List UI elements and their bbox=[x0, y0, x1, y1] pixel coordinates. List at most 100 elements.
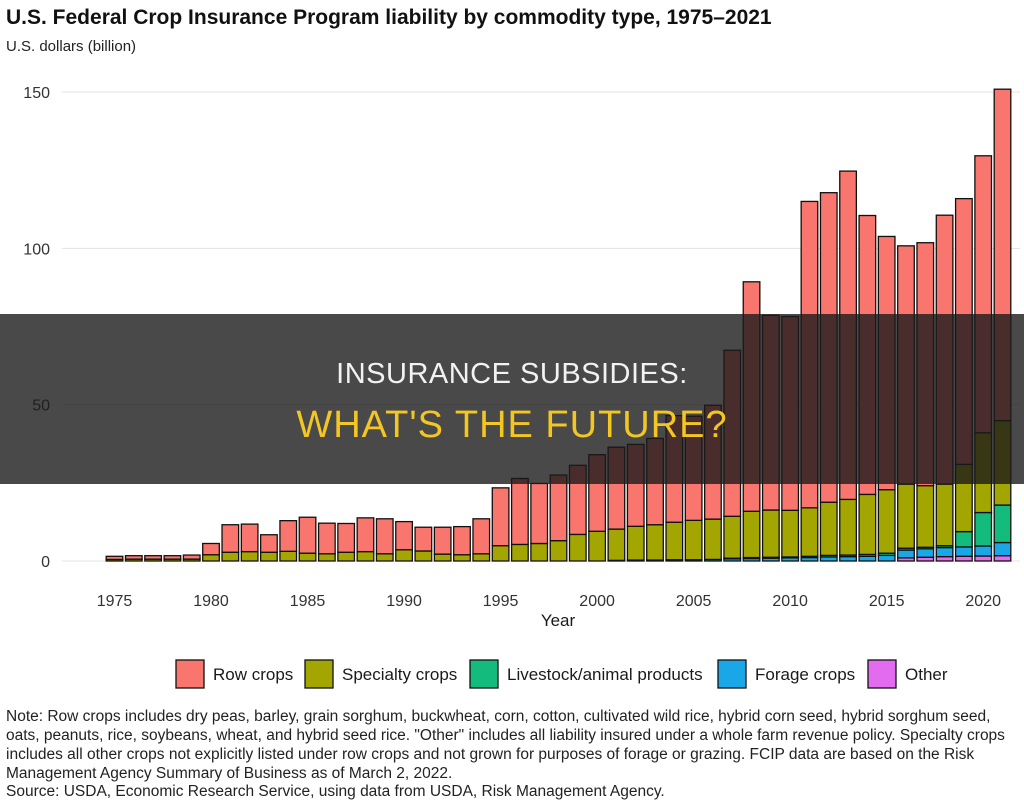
chart-note: Note: Row crops includes dry peas, barle… bbox=[6, 708, 1005, 782]
bar-specialty-crops-2006 bbox=[703, 518, 722, 561]
bar-specialty-crops-1996 bbox=[510, 543, 529, 562]
bar-specialty-crops-2012 bbox=[819, 501, 838, 557]
legend-label-specialty-crops: Specialty crops bbox=[342, 665, 457, 684]
bar-livestock-animal-products-2019 bbox=[954, 530, 973, 548]
bar-other-2021 bbox=[993, 555, 1012, 562]
x-tick-label-2020: 2020 bbox=[965, 593, 1001, 610]
bar-row-crops-1979 bbox=[182, 554, 201, 560]
x-tick-label-1980: 1980 bbox=[193, 593, 229, 610]
bar-row-crops-1980 bbox=[202, 542, 220, 556]
bar-specialty-crops-1984 bbox=[279, 550, 298, 562]
bar-row-crops-1981 bbox=[221, 524, 240, 553]
bar-row-crops-1988 bbox=[356, 517, 375, 553]
bar-forage-crops-2020 bbox=[974, 545, 993, 557]
legend-swatch-specialty-crops bbox=[304, 659, 334, 689]
bar-row-crops-1996 bbox=[510, 477, 529, 546]
bar-row-crops-1997 bbox=[530, 482, 549, 545]
bar-row-crops-1995 bbox=[491, 487, 510, 547]
overlay-subtitle: WHAT'S THE FUTURE? bbox=[296, 404, 728, 446]
x-tick-label-1990: 1990 bbox=[386, 593, 422, 610]
legend-label-other: Other bbox=[905, 665, 948, 684]
bar-specialty-crops-1986 bbox=[317, 553, 336, 562]
bar-specialty-crops-2009 bbox=[761, 509, 780, 558]
bar-specialty-crops-2005 bbox=[684, 519, 703, 561]
x-tick-label-2015: 2015 bbox=[869, 593, 905, 610]
bar-forage-crops-2018 bbox=[935, 546, 954, 558]
x-tick-label-2000: 2000 bbox=[579, 593, 615, 610]
x-tick-label-2005: 2005 bbox=[676, 593, 712, 610]
bar-specialty-crops-2011 bbox=[800, 507, 819, 557]
bar-forage-crops-2013 bbox=[839, 555, 858, 562]
bar-row-crops-1993 bbox=[453, 525, 471, 556]
bar-specialty-crops-1985 bbox=[298, 552, 317, 562]
bar-specialty-crops-2001 bbox=[607, 528, 626, 562]
bar-row-crops-1976 bbox=[124, 555, 143, 560]
title-overlay-band bbox=[0, 314, 1024, 484]
bar-forage-crops-2019 bbox=[954, 546, 973, 557]
bar-forage-crops-2016 bbox=[897, 549, 915, 559]
bar-forage-crops-2021 bbox=[993, 541, 1012, 557]
x-tick-label-1995: 1995 bbox=[483, 593, 519, 610]
bar-specialty-crops-2013 bbox=[839, 498, 858, 556]
chart-title: U.S. Federal Crop Insurance Program liab… bbox=[6, 6, 772, 29]
x-axis-title: Year bbox=[541, 611, 576, 630]
bar-specialty-crops-1980 bbox=[202, 554, 220, 562]
bar-specialty-crops-2018 bbox=[935, 483, 954, 547]
y-tick-label-150: 150 bbox=[23, 85, 50, 102]
bar-forage-crops-2014 bbox=[858, 555, 877, 562]
y-tick-label-0: 0 bbox=[41, 554, 50, 571]
bar-specialty-crops-1990 bbox=[395, 549, 414, 562]
bar-specialty-crops-1981 bbox=[221, 551, 240, 562]
overlay-title: INSURANCE SUBSIDIES: bbox=[336, 358, 688, 390]
bar-specialty-crops-2002 bbox=[626, 525, 645, 561]
bar-specialty-crops-2007 bbox=[723, 515, 742, 559]
bar-specialty-crops-1995 bbox=[491, 545, 510, 562]
bar-specialty-crops-2014 bbox=[858, 493, 877, 556]
y-tick-label-100: 100 bbox=[23, 241, 50, 258]
bar-other-2019 bbox=[954, 555, 973, 562]
bar-specialty-crops-2017 bbox=[916, 484, 935, 548]
bar-livestock-animal-products-2021 bbox=[993, 504, 1012, 544]
legend-label-row-crops: Row crops bbox=[213, 665, 293, 684]
bar-specialty-crops-1988 bbox=[356, 550, 375, 562]
bar-row-crops-1984 bbox=[279, 520, 298, 552]
bar-specialty-crops-1993 bbox=[453, 554, 471, 562]
bar-row-crops-1985 bbox=[298, 516, 317, 554]
bar-row-crops-1978 bbox=[163, 555, 182, 560]
x-tick-label-1975: 1975 bbox=[97, 593, 133, 610]
bar-forage-crops-2015 bbox=[877, 554, 896, 562]
bar-other-2020 bbox=[974, 555, 993, 562]
bar-specialty-crops-2015 bbox=[877, 489, 896, 554]
bar-specialty-crops-1983 bbox=[259, 551, 278, 562]
chart-source: Source: USDA, Economic Research Service,… bbox=[6, 783, 665, 800]
bar-specialty-crops-1989 bbox=[375, 553, 394, 562]
bar-row-crops-1977 bbox=[144, 555, 163, 560]
bar-specialty-crops-1999 bbox=[568, 533, 587, 562]
bar-specialty-crops-2016 bbox=[897, 483, 915, 549]
bar-row-crops-1982 bbox=[240, 523, 259, 553]
legend-swatch-other bbox=[867, 659, 897, 689]
bar-specialty-crops-2000 bbox=[588, 530, 607, 562]
bar-row-crops-1994 bbox=[472, 518, 491, 555]
bar-row-crops-1990 bbox=[395, 520, 414, 551]
chart-subtitle: U.S. dollars (billion) bbox=[6, 38, 137, 55]
bar-specialty-crops-1982 bbox=[240, 550, 259, 562]
bar-specialty-crops-2004 bbox=[665, 521, 684, 561]
bar-row-crops-1992 bbox=[433, 526, 452, 555]
bar-specialty-crops-2010 bbox=[781, 509, 800, 558]
bar-forage-crops-2017 bbox=[916, 548, 935, 558]
bar-livestock-animal-products-2020 bbox=[974, 511, 993, 547]
bar-row-crops-1991 bbox=[414, 526, 433, 552]
x-tick-label-1985: 1985 bbox=[290, 593, 326, 610]
bar-specialty-crops-1987 bbox=[337, 551, 356, 562]
bar-row-crops-1986 bbox=[317, 522, 336, 555]
bar-specialty-crops-1994 bbox=[472, 553, 491, 562]
bar-row-crops-1975 bbox=[105, 555, 124, 561]
bar-row-crops-1983 bbox=[259, 534, 278, 553]
x-tick-label-2010: 2010 bbox=[772, 593, 808, 610]
bar-specialty-crops-1991 bbox=[414, 550, 433, 562]
bar-row-crops-1998 bbox=[549, 474, 568, 542]
legend-swatch-forage-crops bbox=[717, 659, 747, 689]
legend-label-livestock-animal-products: Livestock/animal products bbox=[507, 665, 703, 684]
bar-row-crops-1987 bbox=[337, 522, 356, 553]
